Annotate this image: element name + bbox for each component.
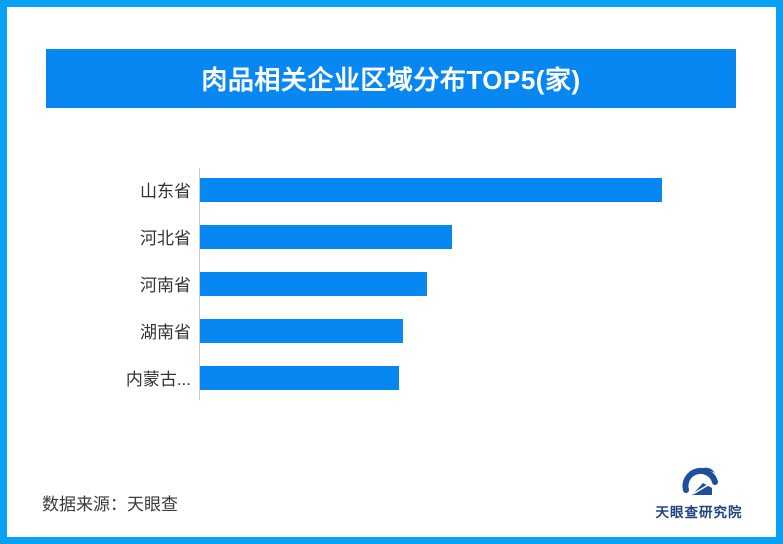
bar: [200, 177, 662, 202]
category-label: 河北省: [140, 229, 191, 248]
chart-row: 河南省: [7, 260, 776, 307]
chart-row: 河北省: [7, 213, 776, 260]
category-label: 内蒙古...: [125, 370, 191, 389]
chart-row: 内蒙古...: [7, 354, 776, 401]
category-label: 湖南省: [140, 323, 191, 342]
tianyancha-logo-mark: [682, 467, 718, 495]
tianyancha-logo: 天眼查研究院: [643, 461, 755, 521]
data-source-text: 数据来源：天眼查: [42, 495, 178, 514]
bar: [200, 318, 403, 343]
chart-title: 肉品相关企业区域分布TOP5(家): [201, 65, 581, 95]
category-label: 河南省: [140, 276, 191, 295]
bar: [200, 224, 452, 249]
category-label: 山东省: [140, 182, 191, 201]
bar-chart: 山东省河北省河南省湖南省内蒙古...: [7, 166, 776, 401]
bar: [200, 365, 399, 390]
tianyancha-logo-text: 天眼查研究院: [655, 505, 743, 520]
chart-row: 山东省: [7, 166, 776, 213]
y-axis-line: [199, 168, 200, 400]
chart-title-banner: 肉品相关企业区域分布TOP5(家): [46, 49, 736, 108]
bar: [200, 271, 427, 296]
chart-row: 湖南省: [7, 307, 776, 354]
chart-rows: 山东省河北省河南省湖南省内蒙古...: [7, 166, 776, 401]
